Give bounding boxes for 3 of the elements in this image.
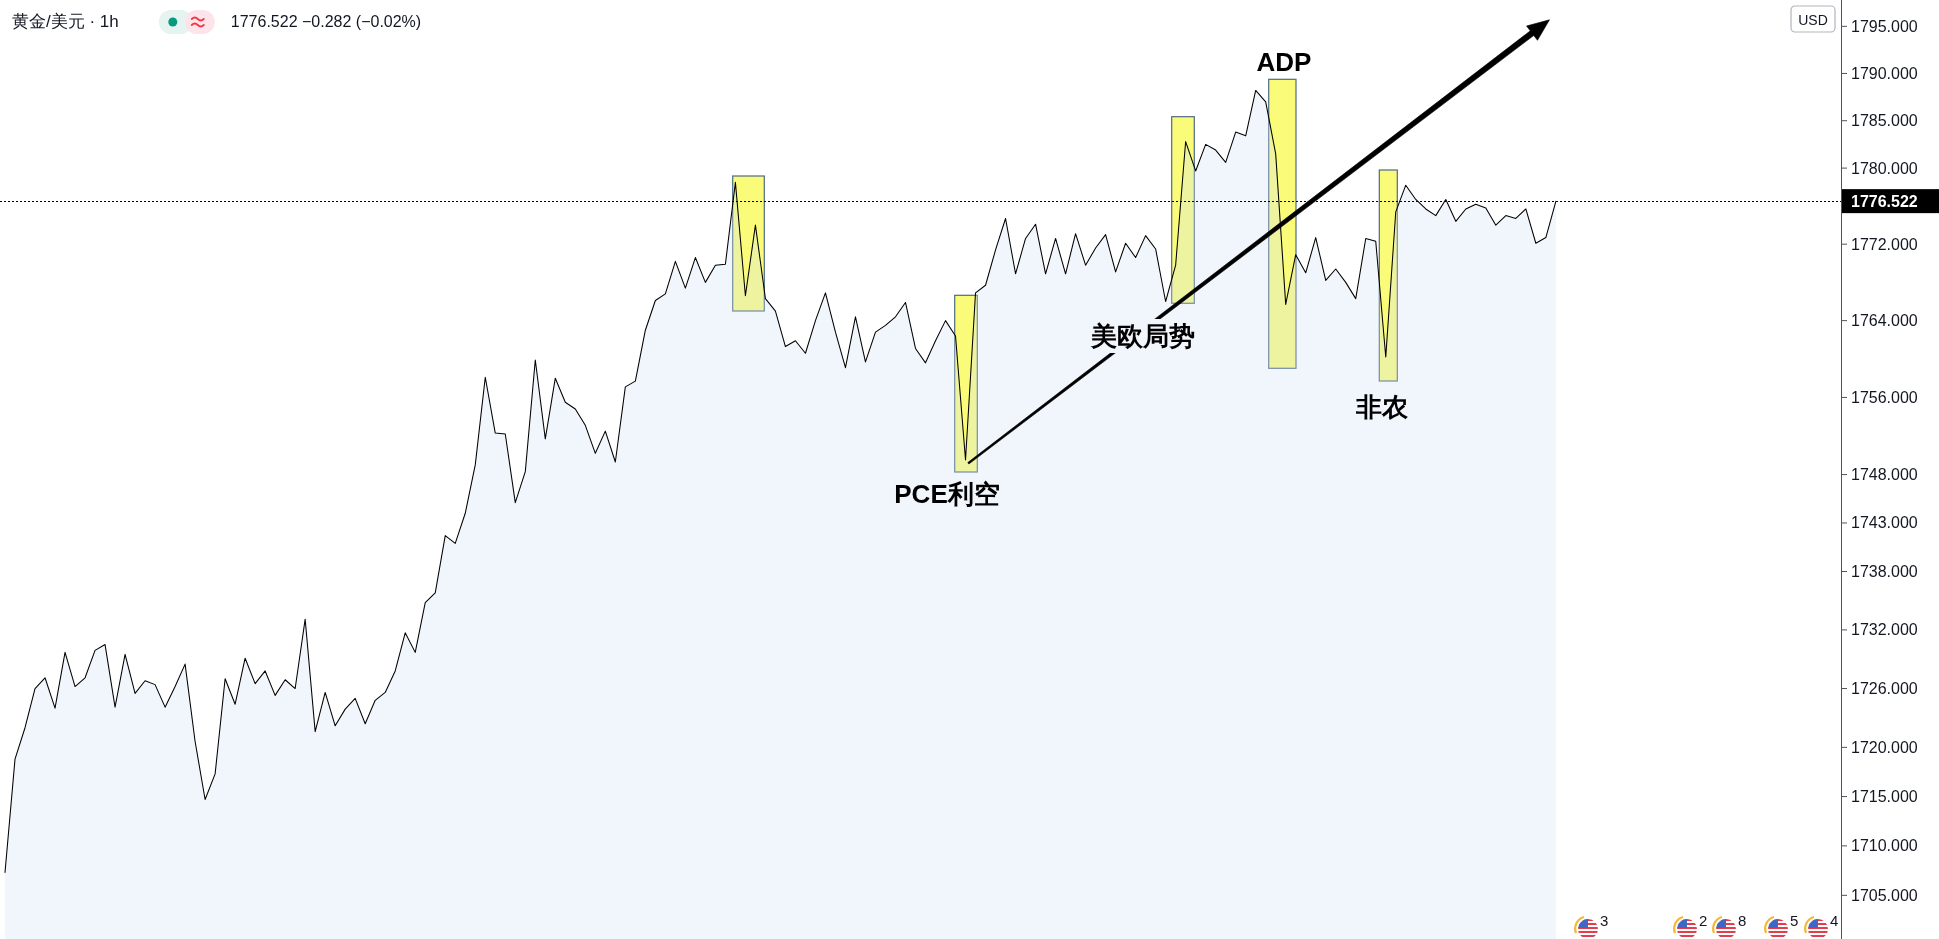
ylabel: USD bbox=[1798, 11, 1828, 28]
title: 黄金/美元 · 1h bbox=[12, 12, 119, 31]
subtitle: 1776.522 −0.282 (−0.02%) bbox=[230, 13, 422, 30]
